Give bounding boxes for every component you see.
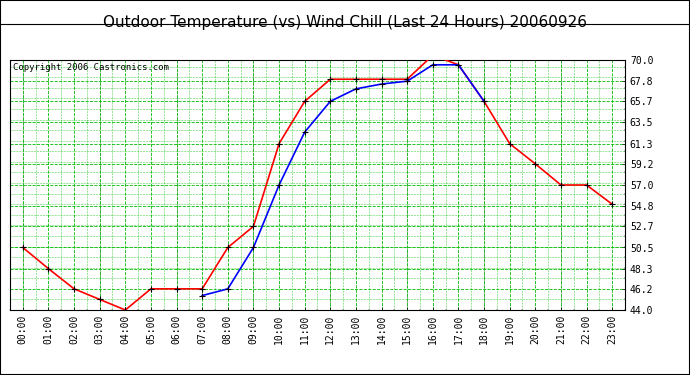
Text: Outdoor Temperature (vs) Wind Chill (Last 24 Hours) 20060926: Outdoor Temperature (vs) Wind Chill (Las… <box>103 15 587 30</box>
Text: Copyright 2006 Castronics.com: Copyright 2006 Castronics.com <box>13 63 169 72</box>
